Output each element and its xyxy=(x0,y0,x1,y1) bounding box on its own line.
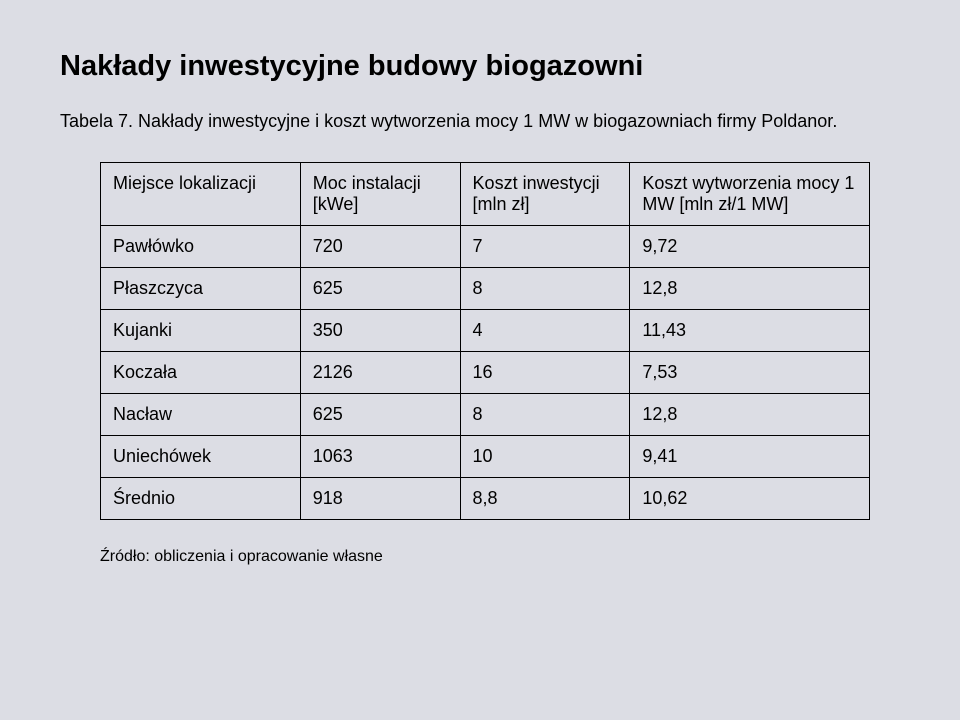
cell-power: 1063 xyxy=(300,436,460,478)
cell-unit-cost: 9,41 xyxy=(630,436,870,478)
cell-location: Pawłówko xyxy=(101,226,301,268)
table-caption: Tabela 7. Nakłady inwestycyjne i koszt w… xyxy=(60,111,900,132)
col-header-location: Miejsce lokalizacji xyxy=(101,163,301,226)
cell-unit-cost: 11,43 xyxy=(630,310,870,352)
table-row: Nacław 625 8 12,8 xyxy=(101,394,870,436)
cell-cost: 8 xyxy=(460,268,630,310)
cell-cost: 8 xyxy=(460,394,630,436)
cell-power: 2126 xyxy=(300,352,460,394)
cell-location: Nacław xyxy=(101,394,301,436)
cell-cost: 10 xyxy=(460,436,630,478)
cell-unit-cost: 10,62 xyxy=(630,478,870,520)
source-note: Źródło: obliczenia i opracowanie własne xyxy=(100,548,900,566)
data-table: Miejsce lokalizacji Moc instalacji [kWe]… xyxy=(100,162,870,520)
cell-location: Średnio xyxy=(101,478,301,520)
cell-cost: 16 xyxy=(460,352,630,394)
table-row: Kujanki 350 4 11,43 xyxy=(101,310,870,352)
cell-unit-cost: 12,8 xyxy=(630,268,870,310)
cell-cost: 4 xyxy=(460,310,630,352)
cell-power: 918 xyxy=(300,478,460,520)
table-row: Pawłówko 720 7 9,72 xyxy=(101,226,870,268)
cell-power: 625 xyxy=(300,394,460,436)
cell-power: 350 xyxy=(300,310,460,352)
cell-cost: 7 xyxy=(460,226,630,268)
table-row: Koczała 2126 16 7,53 xyxy=(101,352,870,394)
page-title: Nakłady inwestycyjne budowy biogazowni xyxy=(60,50,900,83)
cell-location: Koczała xyxy=(101,352,301,394)
col-header-unit-cost: Koszt wytworzenia mocy 1 MW [mln zł/1 MW… xyxy=(630,163,870,226)
cell-unit-cost: 9,72 xyxy=(630,226,870,268)
table-header-row: Miejsce lokalizacji Moc instalacji [kWe]… xyxy=(101,163,870,226)
cell-unit-cost: 7,53 xyxy=(630,352,870,394)
cell-unit-cost: 12,8 xyxy=(630,394,870,436)
table-row: Płaszczyca 625 8 12,8 xyxy=(101,268,870,310)
col-header-power: Moc instalacji [kWe] xyxy=(300,163,460,226)
table-row: Średnio 918 8,8 10,62 xyxy=(101,478,870,520)
table-row: Uniechówek 1063 10 9,41 xyxy=(101,436,870,478)
cell-cost: 8,8 xyxy=(460,478,630,520)
cell-power: 625 xyxy=(300,268,460,310)
cell-power: 720 xyxy=(300,226,460,268)
cell-location: Płaszczyca xyxy=(101,268,301,310)
cell-location: Kujanki xyxy=(101,310,301,352)
col-header-cost: Koszt inwestycji [mln zł] xyxy=(460,163,630,226)
cell-location: Uniechówek xyxy=(101,436,301,478)
